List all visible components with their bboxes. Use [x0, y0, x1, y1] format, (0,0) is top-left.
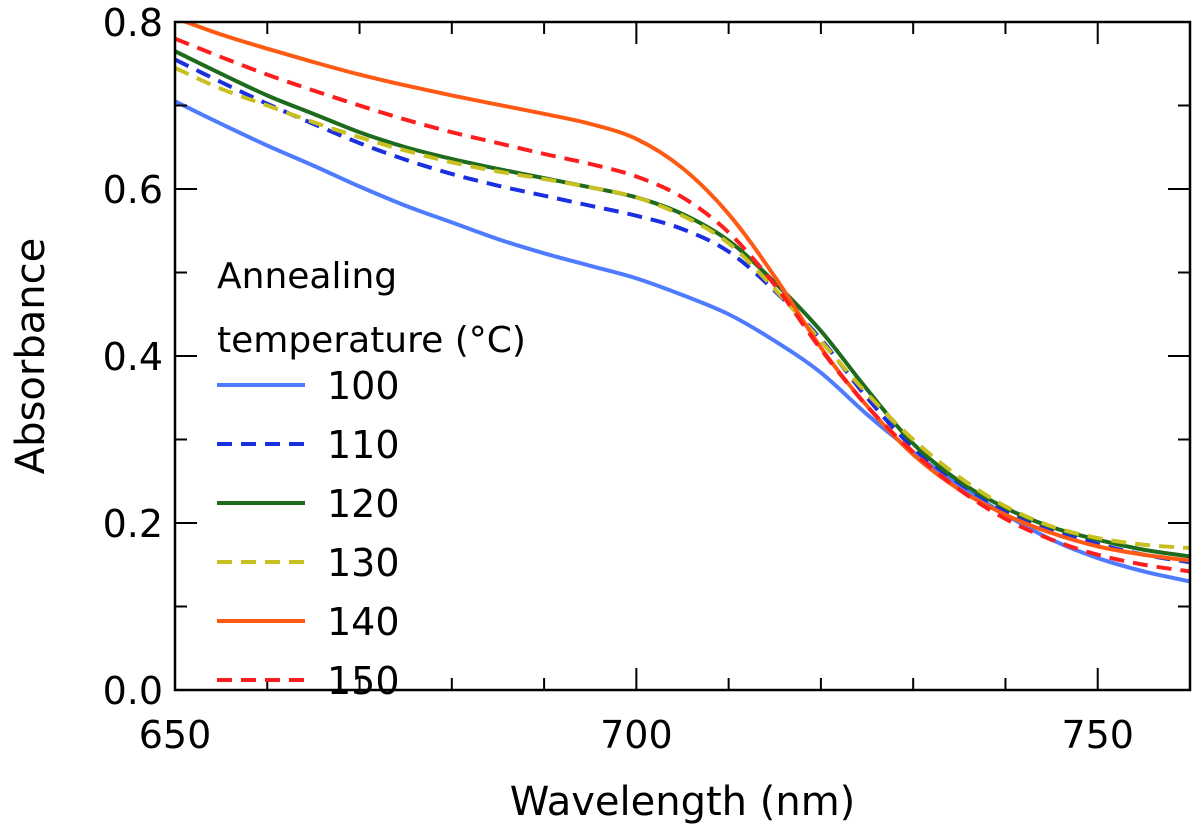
legend-label-140: 140: [327, 600, 400, 644]
y-tick-label: 0.2: [103, 502, 163, 546]
legend-entry-100: 100: [217, 364, 400, 408]
ticks-layer: [174, 21, 1191, 691]
legend-entries: 100 110 120 130 140 150: [217, 364, 400, 703]
legend-entry-150: 150: [217, 659, 400, 703]
series-line-110: [175, 57, 1190, 565]
legend-label-130: 130: [327, 541, 400, 585]
legend-label-120: 120: [327, 482, 400, 526]
legend-title-line-1: Annealing: [217, 256, 397, 297]
x-axis-label: Wavelength (nm): [510, 779, 856, 825]
legend-entry-130: 130: [217, 541, 400, 585]
y-tick-label: 0.4: [103, 335, 163, 379]
y-axis-label: Absorbance: [8, 238, 54, 474]
series-line-150: [175, 36, 1190, 574]
legend-entry-140: 140: [217, 600, 400, 644]
y-tick-label: 0.8: [103, 1, 163, 45]
legend-label-100: 100: [327, 364, 400, 408]
series-layer: [175, 22, 1190, 584]
x-tick-label: 650: [139, 713, 212, 757]
y-tick-label: 0.0: [103, 669, 163, 713]
legend-label-110: 110: [327, 423, 400, 467]
x-tick-label: 700: [600, 713, 673, 757]
legend-entry-110: 110: [217, 423, 400, 467]
series-line-130: [175, 66, 1190, 551]
x-tick-label: 750: [1061, 713, 1134, 757]
legend-title-line-2: temperature (°C): [217, 320, 526, 361]
legend-label-150: 150: [327, 659, 400, 703]
legend-entry-120: 120: [217, 482, 400, 526]
series-line-140: [180, 22, 1190, 563]
series-line-120: [175, 49, 1190, 559]
legend: Annealing temperature (°C) 1001101201301…: [217, 256, 526, 703]
y-tick-label: 0.6: [103, 168, 163, 212]
tick-labels-layer: 650 700 750 0.0 0.2 0.4 0.6 0.8: [103, 1, 1134, 757]
